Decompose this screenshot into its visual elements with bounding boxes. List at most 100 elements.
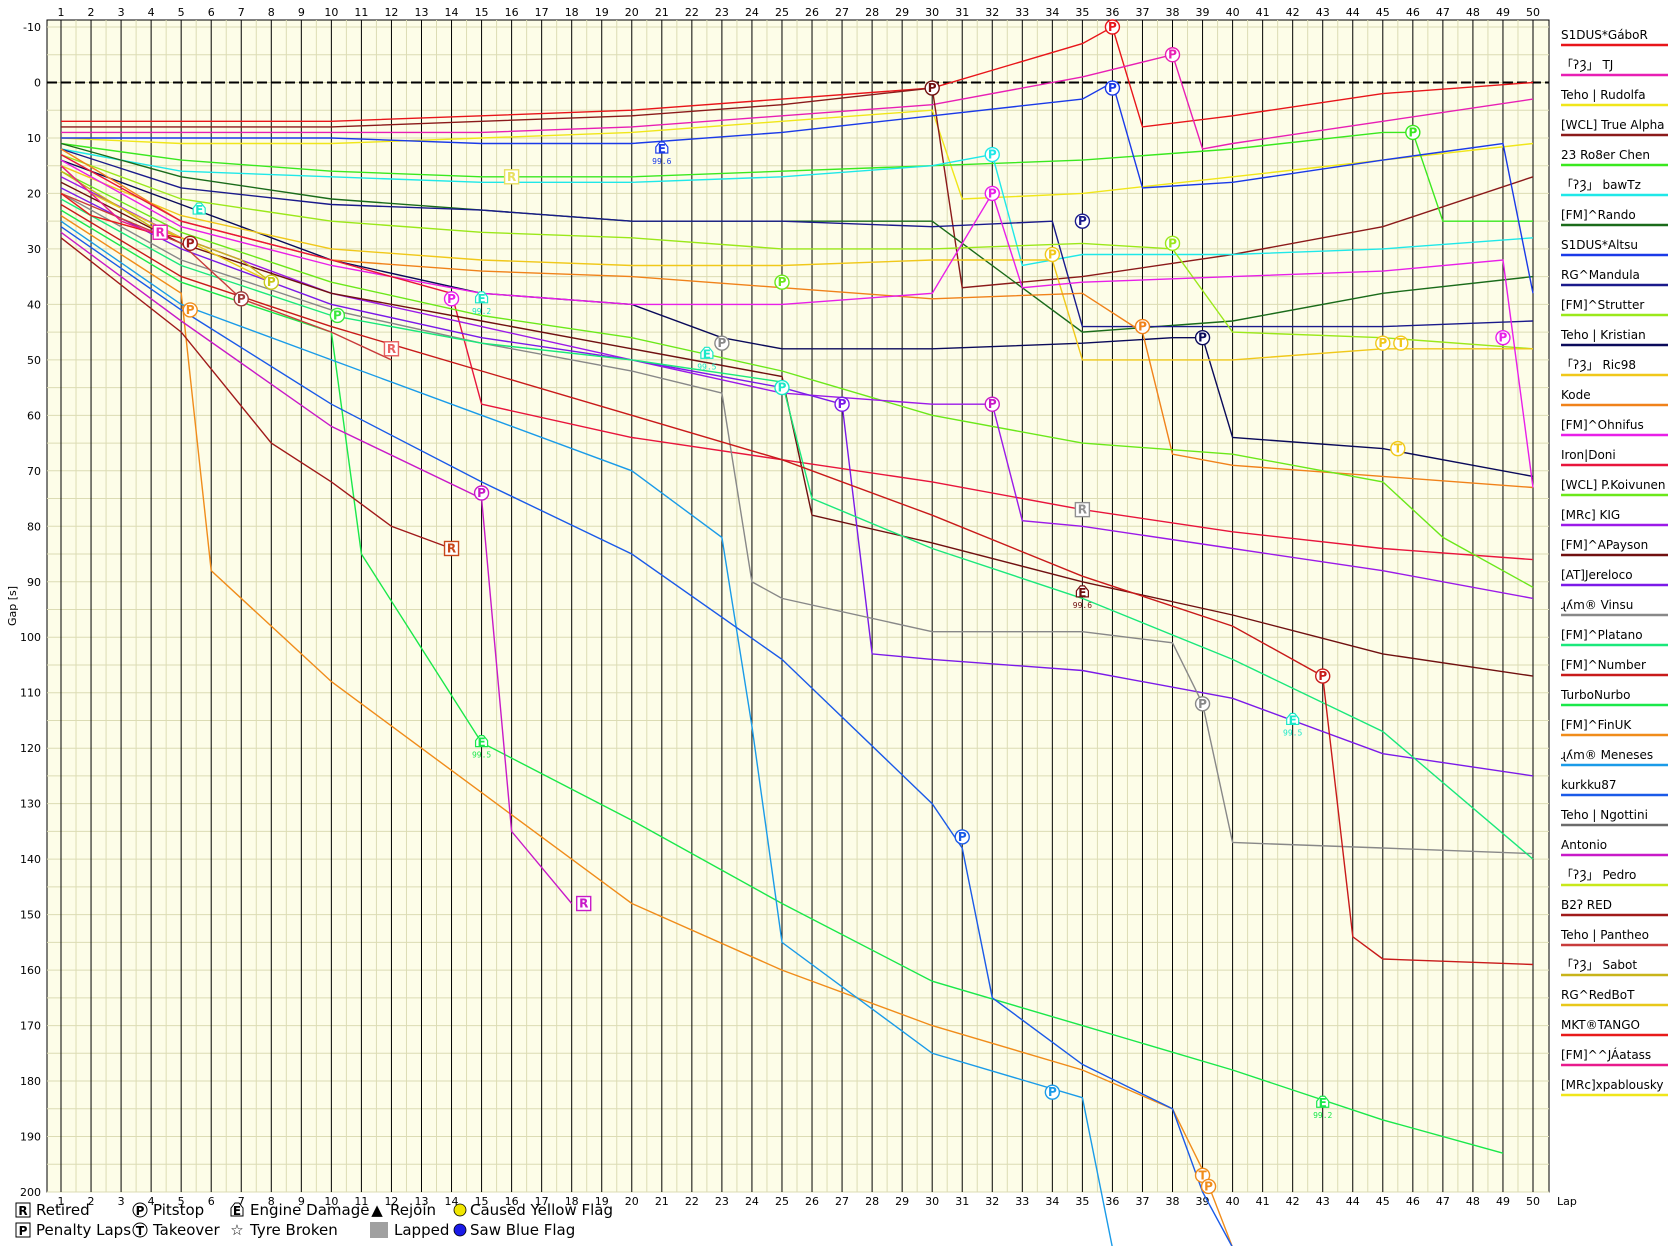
x-tick-label: 47 [1436, 1195, 1450, 1208]
x-tick-label: 8 [268, 6, 275, 19]
marker-label: T [1198, 1168, 1207, 1182]
marker-label: P [958, 830, 967, 844]
marker-circle [1194, 696, 1211, 712]
legend-entry-name: [FM]^Rando [1561, 208, 1636, 222]
key-label: Lapped [394, 1221, 449, 1239]
x-tick-label: 49 [1496, 6, 1510, 19]
marker-label: P [1168, 48, 1177, 62]
x-tick-label: 46 [1406, 6, 1420, 19]
marker-r: R [1074, 501, 1091, 518]
key-symbol: ▲ [371, 1201, 383, 1219]
marker-p: P [1164, 235, 1181, 252]
x-tick-label: 44 [1346, 6, 1360, 19]
plot-background [46, 19, 1550, 1193]
y-tick-label: 0 [34, 76, 41, 89]
marker-label: P [988, 148, 997, 162]
key-label: Caused Yellow Flag [470, 1201, 613, 1219]
key-label: Tyre Broken [249, 1221, 338, 1239]
x-tick-label: 2 [88, 6, 95, 19]
marker-r: R [152, 224, 168, 240]
legend-entry-name: [FM]^FinUK [1561, 718, 1632, 732]
key-circle [132, 1202, 148, 1218]
marker-label: P [333, 308, 342, 322]
legend-entry-name: Antonio [1561, 838, 1607, 852]
series-line [60, 159, 1534, 488]
marker-p: P [834, 396, 850, 412]
marker-circle [1044, 1084, 1061, 1100]
x-tick-label: 13 [414, 1195, 428, 1208]
legend-entry-name: S1DUS*GáboR [1561, 28, 1648, 42]
legend-entry-name: Iron|Doni [1561, 448, 1616, 462]
marker-label: P [1078, 214, 1087, 228]
marker-p: P [1164, 47, 1181, 63]
y-tick-label: 170 [20, 1020, 41, 1033]
marker-circle [984, 396, 1000, 412]
marker-circle [473, 485, 490, 501]
x-tick-label: 6 [208, 6, 215, 19]
legend-entry-name: 「ʔȜ」 bawTz [1561, 178, 1641, 193]
x-axis-label: Lap [1557, 1195, 1577, 1208]
x-tick-label: 26 [805, 6, 819, 19]
y-tick-label: 140 [20, 853, 41, 866]
x-tick-label: 49 [1496, 1195, 1510, 1208]
engine-shape [474, 291, 489, 304]
legend-entry-name: RG^Mandula [1561, 268, 1640, 282]
series-line [60, 159, 1534, 478]
x-tick-label: 37 [1135, 1195, 1149, 1208]
legend-entry-name: Teho | Rudolfa [1560, 88, 1646, 102]
x-tick-label: 18 [565, 1195, 579, 1208]
x-tick-label: 24 [745, 1195, 759, 1208]
y-tick-label: 60 [27, 409, 41, 422]
x-tick-label: 19 [595, 6, 609, 19]
engine-shape [1075, 585, 1089, 598]
x-tick-label: 10 [324, 1195, 338, 1208]
marker-circle [834, 396, 850, 412]
key-lapped-box [370, 1222, 388, 1238]
marker-label: P [1168, 236, 1177, 250]
legend-entry-name: TurboNurbo [1560, 688, 1630, 702]
y-tick-label: 10 [27, 132, 41, 145]
marker-label: P [237, 292, 246, 306]
key-item: R Retired [15, 1201, 90, 1219]
x-tick-label: 31 [955, 6, 969, 19]
marker-label: P [1499, 331, 1508, 345]
series-line [60, 198, 1534, 860]
x-tick-label: 45 [1376, 6, 1390, 19]
x-tick-label: 36 [1105, 6, 1119, 19]
legend-entry-name: 「ʔȜ」 Ric98 [1561, 358, 1636, 373]
y-tick-label: 160 [20, 964, 41, 977]
marker-circle [1495, 329, 1511, 346]
x-tick-label: 27 [835, 6, 849, 19]
retired-box [152, 224, 168, 240]
series-line [60, 237, 452, 550]
marker-label: P [778, 381, 787, 395]
legend-entry-name: [MRc]xpablousky [1561, 1078, 1664, 1092]
key-item: P Pitstop [132, 1201, 204, 1219]
x-tick-label: 20 [625, 1195, 639, 1208]
x-tick-label: 9 [298, 1195, 305, 1208]
marker-label: E [1289, 713, 1297, 727]
x-tick-label: 16 [505, 6, 519, 19]
x-tick-label: 36 [1105, 1195, 1119, 1208]
legend-entry-name: ɻʎm® Vinsu [1561, 598, 1633, 612]
marker-label: P [928, 81, 937, 95]
x-tick-label: 12 [384, 6, 398, 19]
marker-label: P [1318, 669, 1327, 683]
marker-label: P [267, 275, 276, 289]
marker-p: P [774, 274, 790, 290]
legend-entry-name: S1DUS*Altsu [1561, 238, 1638, 252]
legend-entry-name: 「ʔȜ」 Sabot [1561, 958, 1637, 973]
marker-circle [263, 274, 279, 290]
x-tick-label: 28 [865, 1195, 879, 1208]
marker-e: E99.5 [697, 346, 717, 371]
series-line [60, 226, 1233, 1246]
marker-circle [714, 335, 730, 351]
marker-label: P [1204, 1179, 1213, 1193]
marker-label: P [1408, 125, 1417, 139]
series-line [60, 170, 1534, 588]
marker-label: E [703, 347, 711, 361]
series-line [60, 153, 1534, 561]
engine-shape [700, 346, 714, 359]
legend-entry-name: 「ʔȜ」 TJ [1561, 58, 1613, 73]
marker-p: P [924, 80, 940, 96]
